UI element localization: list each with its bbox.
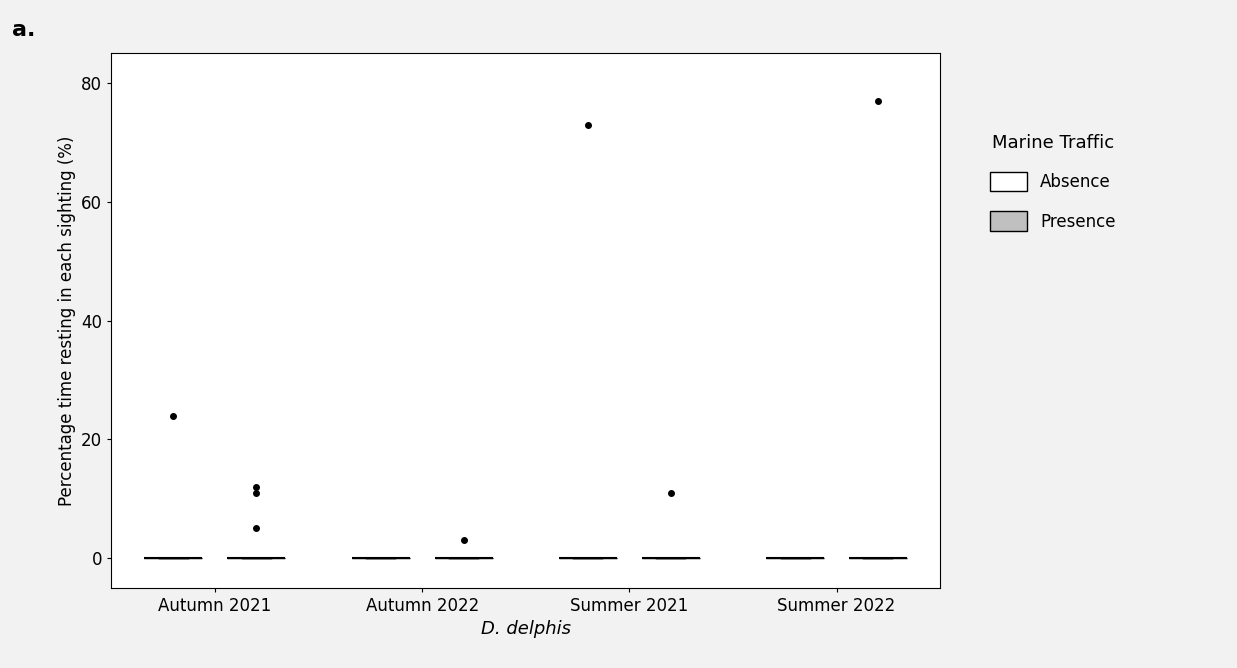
X-axis label: D. delphis: D. delphis: [481, 621, 570, 639]
Text: a.: a.: [12, 20, 36, 40]
Legend: Absence, Presence: Absence, Presence: [982, 126, 1123, 239]
Y-axis label: Percentage time resting in each sighting (%): Percentage time resting in each sighting…: [58, 136, 75, 506]
